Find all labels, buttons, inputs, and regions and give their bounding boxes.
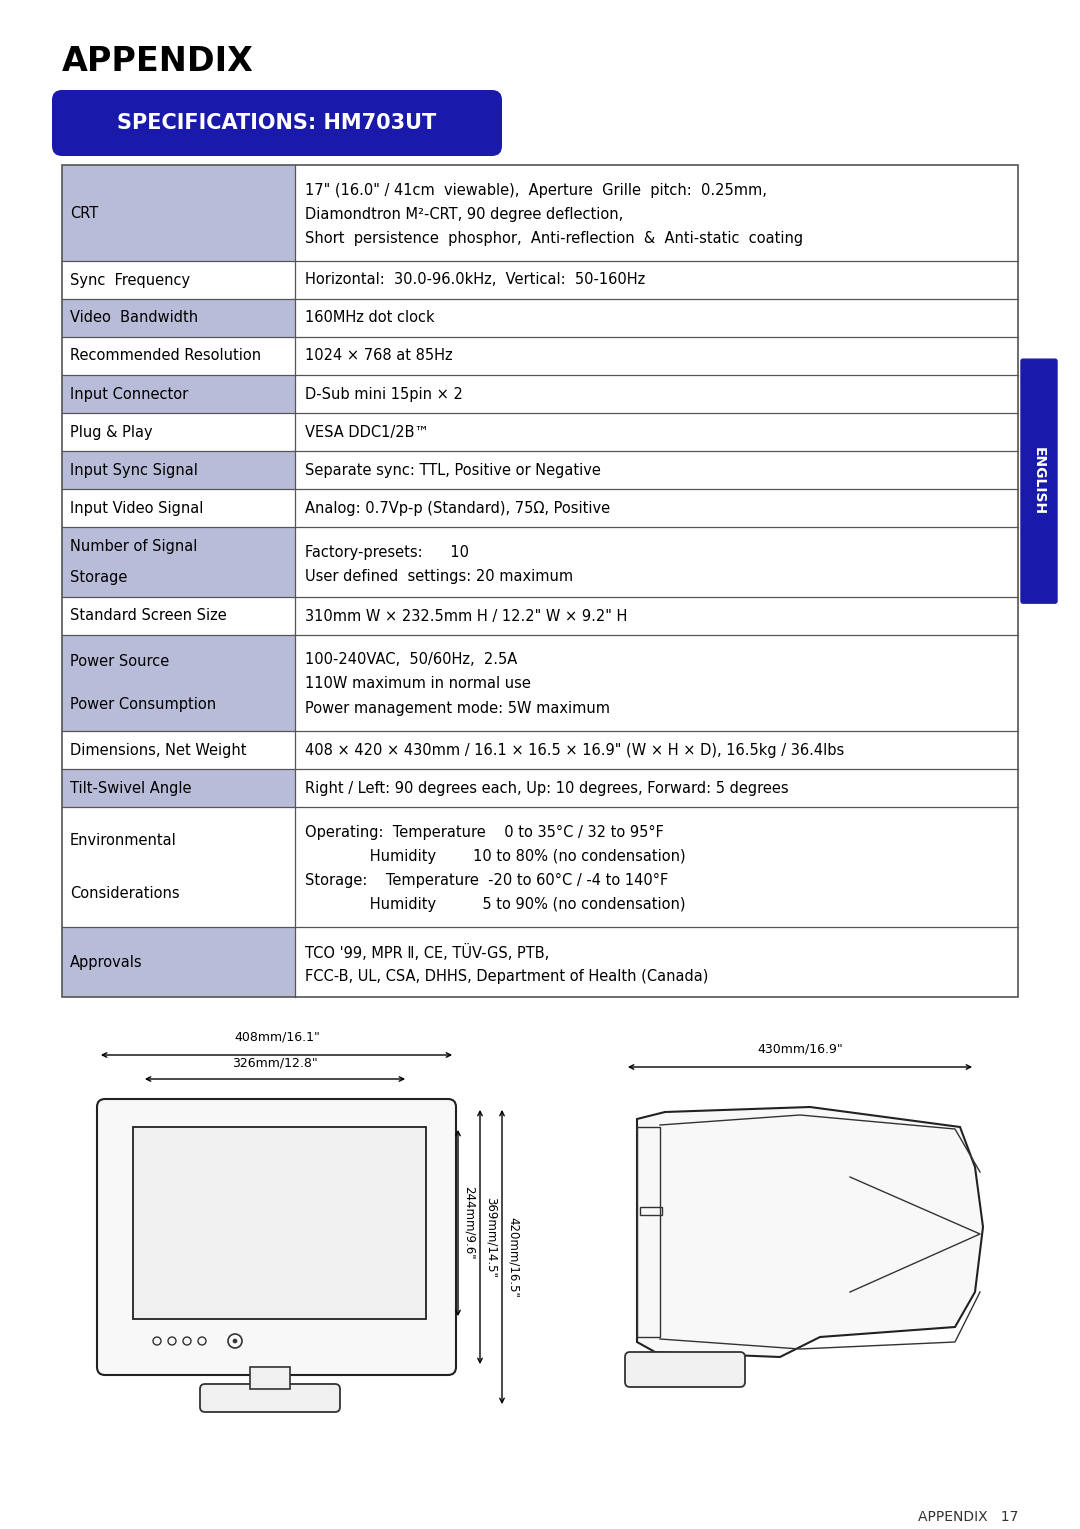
Text: Input Sync Signal: Input Sync Signal: [70, 462, 198, 477]
Text: Approvals: Approvals: [70, 954, 143, 969]
Text: APPENDIX   17: APPENDIX 17: [918, 1511, 1018, 1524]
Text: 244mm/9.6": 244mm/9.6": [463, 1187, 476, 1260]
Text: 110W maximum in normal use: 110W maximum in normal use: [305, 676, 531, 691]
Text: Power Consumption: Power Consumption: [70, 697, 216, 711]
Text: Right / Left: 90 degrees each, Up: 10 degrees, Forward: 5 degrees: Right / Left: 90 degrees each, Up: 10 de…: [305, 780, 788, 795]
Text: Power Source: Power Source: [70, 654, 170, 670]
Text: User defined  settings: 20 maximum: User defined settings: 20 maximum: [305, 569, 573, 584]
Text: Humidity        10 to 80% (no condensation): Humidity 10 to 80% (no condensation): [305, 849, 686, 864]
Bar: [295, 769, 1018, 807]
Text: ENGLISH: ENGLISH: [1032, 446, 1047, 515]
Text: 100-240VAC,  50/60Hz,  2.5A: 100-240VAC, 50/60Hz, 2.5A: [305, 653, 517, 668]
Polygon shape: [637, 1107, 983, 1358]
Bar: [62, 596, 295, 635]
Bar: [295, 528, 1018, 596]
Text: Power management mode: 5W maximum: Power management mode: 5W maximum: [305, 700, 610, 716]
Text: 408mm/16.1": 408mm/16.1": [234, 1031, 320, 1043]
Text: Considerations: Considerations: [70, 885, 179, 901]
Text: CRT: CRT: [70, 205, 98, 220]
Bar: [295, 165, 1018, 261]
Text: Input Video Signal: Input Video Signal: [70, 500, 203, 515]
Bar: [62, 451, 295, 489]
Bar: [295, 489, 1018, 528]
Text: 420mm/16.5": 420mm/16.5": [507, 1217, 519, 1298]
Text: Storage: Storage: [70, 570, 127, 586]
FancyBboxPatch shape: [200, 1384, 340, 1411]
Bar: [62, 375, 295, 413]
Text: Dimensions, Net Weight: Dimensions, Net Weight: [70, 743, 246, 757]
Bar: [295, 336, 1018, 375]
Bar: [295, 596, 1018, 635]
Bar: [295, 927, 1018, 997]
FancyBboxPatch shape: [52, 90, 502, 156]
Text: Storage:    Temperature  -20 to 60°C / -4 to 140°F: Storage: Temperature -20 to 60°C / -4 to…: [305, 873, 669, 887]
Bar: [62, 731, 295, 769]
FancyBboxPatch shape: [625, 1352, 745, 1387]
Bar: [295, 375, 1018, 413]
FancyBboxPatch shape: [1021, 359, 1057, 602]
Text: D-Sub mini 15pin × 2: D-Sub mini 15pin × 2: [305, 387, 463, 402]
Bar: [295, 635, 1018, 731]
Bar: [640, 1206, 662, 1216]
Bar: [249, 1367, 291, 1388]
Text: SPECIFICATIONS: HM703UT: SPECIFICATIONS: HM703UT: [118, 113, 436, 133]
Text: Plug & Play: Plug & Play: [70, 425, 152, 439]
Text: Sync  Frequency: Sync Frequency: [70, 272, 190, 287]
Text: Horizontal:  30.0-96.0kHz,  Vertical:  50-160Hz: Horizontal: 30.0-96.0kHz, Vertical: 50-1…: [305, 272, 645, 287]
Bar: [62, 261, 295, 300]
Text: Operating:  Temperature    0 to 35°C / 32 to 95°F: Operating: Temperature 0 to 35°C / 32 to…: [305, 824, 664, 839]
Bar: [295, 807, 1018, 927]
Text: Diamondtron M²-CRT, 90 degree deflection,: Diamondtron M²-CRT, 90 degree deflection…: [305, 206, 623, 222]
Text: Separate sync: TTL, Positive or Negative: Separate sync: TTL, Positive or Negative: [305, 462, 600, 477]
Text: Analog: 0.7Vp-p (Standard), 75Ω, Positive: Analog: 0.7Vp-p (Standard), 75Ω, Positiv…: [305, 500, 610, 515]
Bar: [62, 300, 295, 336]
Text: TCO '99, MPR Ⅱ, CE, TÜV-GS, PTB,: TCO '99, MPR Ⅱ, CE, TÜV-GS, PTB,: [305, 943, 550, 960]
Text: Humidity          5 to 90% (no condensation): Humidity 5 to 90% (no condensation): [305, 896, 686, 911]
Bar: [133, 1127, 426, 1320]
Text: Video  Bandwidth: Video Bandwidth: [70, 310, 198, 326]
Text: 369mm/14.5": 369mm/14.5": [485, 1197, 498, 1277]
Text: 160MHz dot clock: 160MHz dot clock: [305, 310, 434, 326]
Bar: [62, 489, 295, 528]
Bar: [62, 927, 295, 997]
Text: 430mm/16.9": 430mm/16.9": [757, 1041, 842, 1055]
Bar: [62, 807, 295, 927]
Text: Short  persistence  phosphor,  Anti-reflection  &  Anti-static  coating: Short persistence phosphor, Anti-reflect…: [305, 231, 804, 246]
Text: Standard Screen Size: Standard Screen Size: [70, 609, 227, 624]
Text: 408 × 420 × 430mm / 16.1 × 16.5 × 16.9" (W × H × D), 16.5kg / 36.4lbs: 408 × 420 × 430mm / 16.1 × 16.5 × 16.9" …: [305, 743, 845, 757]
Text: Environmental: Environmental: [70, 833, 177, 849]
Bar: [62, 165, 1018, 997]
Text: Input Connector: Input Connector: [70, 387, 188, 402]
Bar: [62, 165, 295, 261]
Text: FCC-B, UL, CSA, DHHS, Department of Health (Canada): FCC-B, UL, CSA, DHHS, Department of Heal…: [305, 968, 708, 983]
Text: VESA DDC1/2B™: VESA DDC1/2B™: [305, 425, 429, 439]
Text: 1024 × 768 at 85Hz: 1024 × 768 at 85Hz: [305, 349, 453, 364]
Text: Number of Signal: Number of Signal: [70, 540, 198, 553]
Bar: [62, 528, 295, 596]
Bar: [295, 451, 1018, 489]
Bar: [62, 769, 295, 807]
Bar: [295, 261, 1018, 300]
Text: 310mm W × 232.5mm H / 12.2" W × 9.2" H: 310mm W × 232.5mm H / 12.2" W × 9.2" H: [305, 609, 627, 624]
Bar: [62, 336, 295, 375]
Circle shape: [233, 1339, 237, 1342]
Bar: [295, 300, 1018, 336]
Text: Recommended Resolution: Recommended Resolution: [70, 349, 261, 364]
Text: Tilt-Swivel Angle: Tilt-Swivel Angle: [70, 780, 191, 795]
Text: APPENDIX: APPENDIX: [62, 44, 254, 78]
FancyBboxPatch shape: [97, 1099, 456, 1375]
Bar: [295, 413, 1018, 451]
Text: 326mm/12.8": 326mm/12.8": [232, 1057, 318, 1069]
Bar: [62, 635, 295, 731]
Text: Factory-presets:      10: Factory-presets: 10: [305, 544, 469, 560]
Bar: [295, 731, 1018, 769]
Text: 17" (16.0" / 41cm  viewable),  Aperture  Grille  pitch:  0.25mm,: 17" (16.0" / 41cm viewable), Aperture Gr…: [305, 182, 767, 197]
Bar: [62, 413, 295, 451]
